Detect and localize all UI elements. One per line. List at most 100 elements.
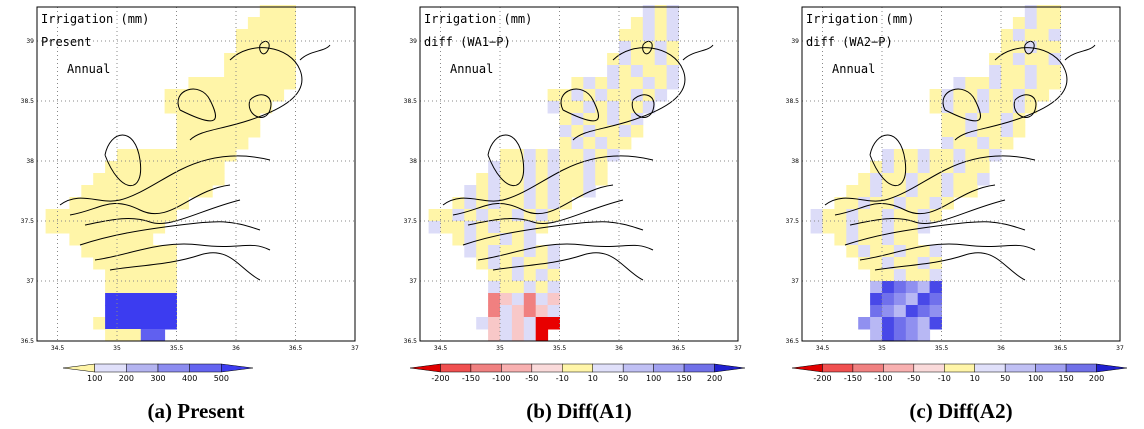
- colorbar-label: 200: [707, 374, 722, 383]
- grid-cell: [283, 53, 296, 66]
- grid-cell: [619, 137, 632, 150]
- grid-cell: [595, 77, 608, 90]
- grid-cell: [128, 161, 142, 174]
- grid-cell: [965, 161, 978, 174]
- colorbar-box: [94, 363, 127, 373]
- grid-cell: [117, 245, 130, 258]
- grid-cell: [595, 137, 608, 150]
- grid-cell: [440, 209, 453, 222]
- grid-cell: [953, 137, 966, 150]
- grid-cell: [464, 197, 477, 210]
- grid-cell: [81, 245, 94, 258]
- y-tick-label: 37: [409, 278, 417, 285]
- grid-cell: [224, 65, 237, 78]
- grid-cell: [1001, 89, 1014, 102]
- grid-cell: [858, 209, 871, 222]
- grid-cell: [511, 293, 525, 306]
- grid-cell: [93, 209, 106, 222]
- grid-cell: [846, 233, 859, 246]
- grid-cell: [607, 89, 620, 102]
- grid-cell: [583, 101, 596, 114]
- colorbar-label: 10: [970, 374, 980, 383]
- grid-cell: [283, 65, 296, 78]
- grid-cell: [105, 173, 118, 186]
- grid-cell: [559, 185, 572, 198]
- grid-cell: [1024, 53, 1038, 66]
- grid-cell: [571, 185, 584, 198]
- grid-cell: [905, 293, 919, 306]
- grid-cell: [176, 197, 189, 210]
- grid-cell: [105, 245, 118, 258]
- colorbar-box: [592, 363, 624, 373]
- grid-cell: [57, 209, 70, 222]
- grid-cell: [488, 245, 501, 258]
- grid-cell: [547, 257, 560, 270]
- colorbar-box: [1004, 363, 1036, 373]
- grid-cell: [535, 257, 549, 270]
- grid-cell: [547, 89, 560, 102]
- grid-cell: [619, 77, 632, 90]
- grid-cell: [200, 113, 213, 126]
- contour: [492, 252, 644, 281]
- grid-cell: [547, 305, 560, 318]
- contour: [477, 243, 654, 261]
- grid-cell: [164, 281, 177, 294]
- grid-cell: [870, 317, 883, 330]
- grid-cell: [882, 221, 895, 234]
- contour: [682, 44, 714, 61]
- colorbar-label: 500: [214, 374, 229, 383]
- grid-cell: [882, 293, 895, 306]
- colorbar-label: -10: [938, 374, 951, 383]
- colorbar-box: [470, 363, 502, 373]
- grid-cell: [905, 245, 919, 258]
- grid-cell: [893, 185, 907, 198]
- grid-cell: [630, 53, 644, 66]
- grid-cell: [117, 257, 130, 270]
- grid-cell: [271, 5, 285, 18]
- grid-cell: [164, 257, 177, 270]
- grid-cell: [271, 53, 285, 66]
- x-tick-label: 37: [351, 345, 359, 352]
- x-tick-label: 35: [496, 345, 504, 352]
- grid-cell: [117, 209, 130, 222]
- grid-cell: [642, 17, 656, 30]
- colorbar-label: 100: [1028, 374, 1043, 383]
- grid-cell: [547, 197, 560, 210]
- grid-cell: [247, 17, 261, 30]
- grid-cell: [500, 269, 513, 282]
- grid-cell: [81, 221, 94, 234]
- grid-cell: [140, 269, 154, 282]
- grid-cell: [547, 281, 560, 294]
- grid-cell: [93, 245, 106, 258]
- grid-cell: [1036, 29, 1050, 42]
- grid-cell: [571, 89, 584, 102]
- grid-cell: [140, 161, 154, 174]
- colorbar-box: [189, 363, 222, 373]
- grid-cell: [212, 161, 225, 174]
- grid-cell: [834, 209, 847, 222]
- grid-cell: [164, 101, 177, 114]
- grid-cell: [917, 257, 931, 270]
- grid-cell: [642, 77, 656, 90]
- grid-cell: [105, 161, 118, 174]
- grid-cell: [488, 221, 501, 234]
- grid-cell: [224, 125, 237, 138]
- grid-cell: [224, 89, 237, 102]
- y-tick-label: 37: [26, 278, 34, 285]
- grid-cell: [893, 221, 907, 234]
- grid-cell: [619, 29, 632, 42]
- grid-cell: [464, 233, 477, 246]
- grid-cell: [1012, 41, 1026, 54]
- grid-cell: [200, 161, 213, 174]
- grid-cell: [152, 257, 166, 270]
- grid-cell: [164, 89, 177, 102]
- grid-cell: [654, 5, 668, 18]
- contour: [104, 134, 142, 187]
- grid-cell: [117, 281, 130, 294]
- grid-cell: [247, 65, 261, 78]
- grid-cell: [188, 173, 201, 186]
- grid-cell: [500, 233, 513, 246]
- panel-period: Annual: [67, 62, 110, 76]
- grid-cell: [1048, 29, 1061, 42]
- grid-cell: [1024, 29, 1038, 42]
